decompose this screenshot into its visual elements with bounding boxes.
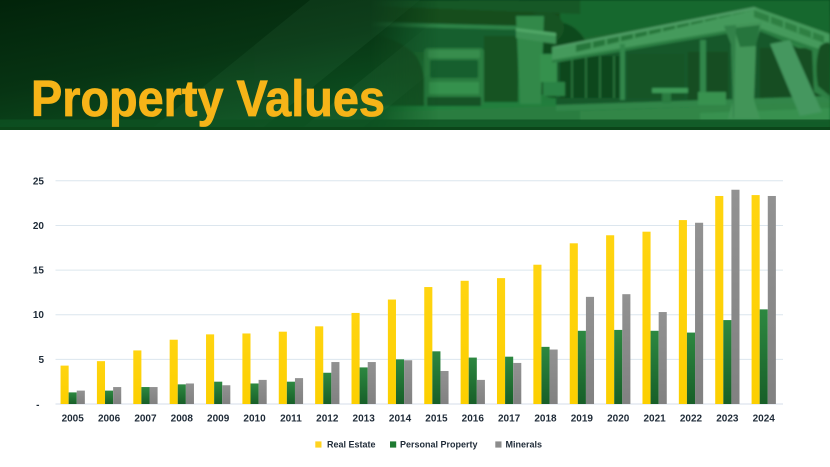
svg-text:2016: 2016 <box>462 414 485 425</box>
svg-text:2019: 2019 <box>571 414 594 425</box>
svg-text:2006: 2006 <box>98 414 121 425</box>
svg-text:2023: 2023 <box>716 414 739 425</box>
svg-text:2013: 2013 <box>353 414 376 425</box>
svg-text:2011: 2011 <box>280 414 302 425</box>
svg-text:10: 10 <box>33 310 45 321</box>
svg-text:2009: 2009 <box>207 414 230 425</box>
svg-text:5: 5 <box>38 355 44 366</box>
svg-text:2017: 2017 <box>498 414 521 425</box>
svg-text:2015: 2015 <box>425 414 448 425</box>
svg-text:15: 15 <box>33 266 45 277</box>
svg-text:Personal Property: Personal Property <box>400 440 478 450</box>
svg-text:25: 25 <box>33 176 45 187</box>
svg-text:2022: 2022 <box>680 414 703 425</box>
svg-text:20: 20 <box>33 221 45 232</box>
svg-text:2014: 2014 <box>389 414 412 425</box>
svg-text:2005: 2005 <box>62 414 85 425</box>
svg-text:2008: 2008 <box>171 414 194 425</box>
svg-text:2010: 2010 <box>243 414 266 425</box>
svg-text:2021: 2021 <box>643 414 666 425</box>
svg-text:2020: 2020 <box>607 414 630 425</box>
svg-text:2007: 2007 <box>134 414 157 425</box>
svg-text:2012: 2012 <box>316 414 339 425</box>
svg-text:2024: 2024 <box>753 414 776 425</box>
svg-text:Real Estate: Real Estate <box>327 440 376 450</box>
svg-text:-: - <box>36 400 39 411</box>
svg-text:2018: 2018 <box>534 414 557 425</box>
svg-text:Minerals: Minerals <box>506 440 543 450</box>
